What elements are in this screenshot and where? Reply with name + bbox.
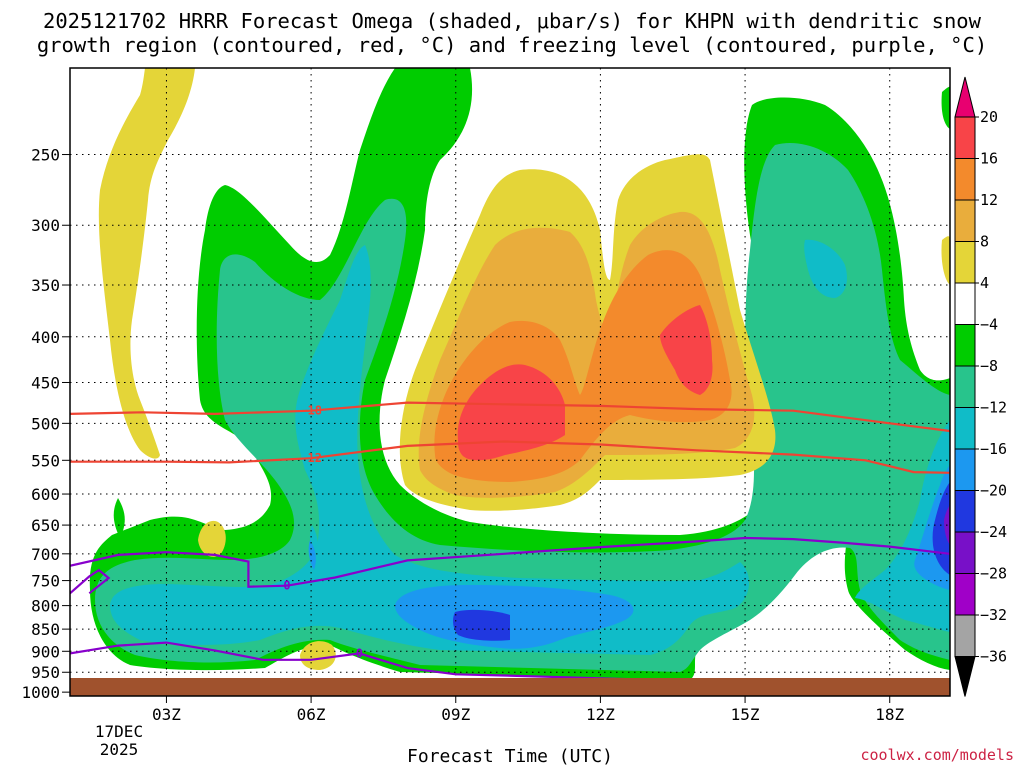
y-tick-label: 500 (31, 414, 60, 433)
colorbar-tick-label: −12 (980, 399, 1007, 417)
colorbar-swatch (954, 365, 976, 408)
y-tick-label: 900 (31, 642, 60, 661)
y-tick-label: 400 (31, 328, 60, 347)
dgz-contours: -18 -12 (70, 401, 950, 474)
omega-pos4-region-blob2 (300, 641, 336, 670)
x-tick-label: 12Z (586, 705, 615, 724)
x-date-label-year: 2025 (100, 740, 139, 759)
colorbar-tick-label: −28 (980, 565, 1007, 583)
colorbar-swatch (954, 116, 976, 159)
colorbar-swatch (954, 241, 976, 284)
dgz-contour-label: -12 (300, 451, 322, 465)
chart-title-line-2: growth region (contoured, red, °C) and f… (37, 33, 987, 57)
y-tick-label: 800 (31, 597, 60, 616)
colorbar-tick-label: −24 (980, 523, 1007, 541)
omega-neg8-region-main (95, 142, 950, 673)
omega-neg16-region-main (395, 585, 634, 649)
omega-neg4-region-tiny (113, 498, 125, 538)
colorbar-tick-label: −4 (980, 316, 998, 334)
dgz-contour-label: -18 (300, 404, 322, 418)
credit-text: coolwx.com/models (860, 746, 1014, 764)
x-tick-label: 03Z (152, 705, 181, 724)
omega-pos16-region-second (660, 305, 713, 395)
ground-strip (70, 678, 950, 696)
omega-pos4-region-left (98, 68, 195, 459)
y-tick-label: 950 (31, 663, 60, 682)
colorbar-tick-label: 16 (980, 150, 998, 168)
colorbar-tick-label: 4 (980, 274, 989, 292)
freezing-contour-line (70, 568, 111, 595)
colorbar-tick-label: −16 (980, 440, 1007, 458)
colorbar-tick-label: 8 (980, 233, 989, 251)
x-axis-label: Forecast Time (UTC) (407, 746, 613, 767)
dgz-contour-line (70, 440, 950, 474)
colorbar-tick-label: −36 (980, 648, 1007, 666)
omega-shading (89, 68, 950, 680)
y-tick-label: 350 (31, 276, 60, 295)
omega-neg20-region-main (453, 609, 510, 641)
colorbar-swatch (954, 407, 976, 450)
colorbar-tick-label: 20 (980, 108, 998, 126)
omega-pos4-region-right (941, 236, 950, 285)
freezing-contour-label: 0 (283, 579, 290, 593)
colorbar-swatch (954, 448, 976, 491)
omega-neg12-region-main (110, 245, 750, 655)
chart-title-line-1: 2025121702 HRRR Forecast Omega (shaded, … (43, 9, 982, 33)
dgz-contour-line (70, 401, 950, 433)
colorbar-swatch (954, 614, 976, 657)
colorbar-tick-label: 12 (980, 191, 998, 209)
colorbar-bottom-arrow (954, 656, 976, 697)
omega-neg4-region-right (941, 86, 950, 129)
colorbar-swatch (954, 158, 976, 201)
y-tick-label: 650 (31, 516, 60, 535)
colorbar-swatch (954, 282, 976, 325)
freezing-contour-line (70, 536, 950, 588)
x-tick-label: 15Z (731, 705, 760, 724)
y-tick-label: 450 (31, 373, 60, 392)
y-tick-label: 550 (31, 451, 60, 470)
colorbar-tick-label: −20 (980, 482, 1007, 500)
omega-neg16-region-small (308, 540, 316, 570)
y-tick-label: 300 (31, 216, 60, 235)
x-tick-label: 18Z (875, 705, 904, 724)
omega-neg12-region-right-top (804, 239, 847, 298)
x-tick-label: 09Z (441, 705, 470, 724)
colorbar-swatch (954, 324, 976, 367)
colorbar-tick-label: −32 (980, 606, 1007, 624)
colorbar-top-arrow (954, 76, 976, 118)
y-tick-label: 250 (31, 146, 60, 165)
omega-neg12-region-small (309, 525, 319, 560)
omega-pos16-region-main (457, 364, 565, 461)
colorbar-swatch (954, 573, 976, 616)
x-date-label-day: 17DEC (95, 722, 143, 741)
colorbar-swatch (954, 199, 976, 242)
x-tick-label: 06Z (297, 705, 326, 724)
y-axis: 250 300 350 400 450 500 550 600 650 700 750 800 850 9… (21, 146, 70, 702)
colorbar: 20 16 12 8 4 −4 −8 −12 −16 −20 −24 −28 −32 −36 (954, 76, 1007, 697)
y-tick-label: 850 (31, 620, 60, 639)
colorbar-tick-label: −8 (980, 357, 998, 375)
freezing-contour-label: 0 (356, 646, 363, 660)
y-tick-label: 750 (31, 572, 60, 591)
x-axis: 03Z 06Z 09Z 12Z 15Z 18Z (152, 696, 905, 724)
y-tick-label: 1000 (21, 683, 60, 702)
colorbar-swatch (954, 531, 976, 574)
colorbar-swatch (954, 490, 976, 533)
y-tick-label: 600 (31, 485, 60, 504)
omega-pos4-region-blob1 (198, 520, 226, 557)
y-tick-label: 700 (31, 545, 60, 564)
grid-lines-vertical (165, 68, 891, 696)
